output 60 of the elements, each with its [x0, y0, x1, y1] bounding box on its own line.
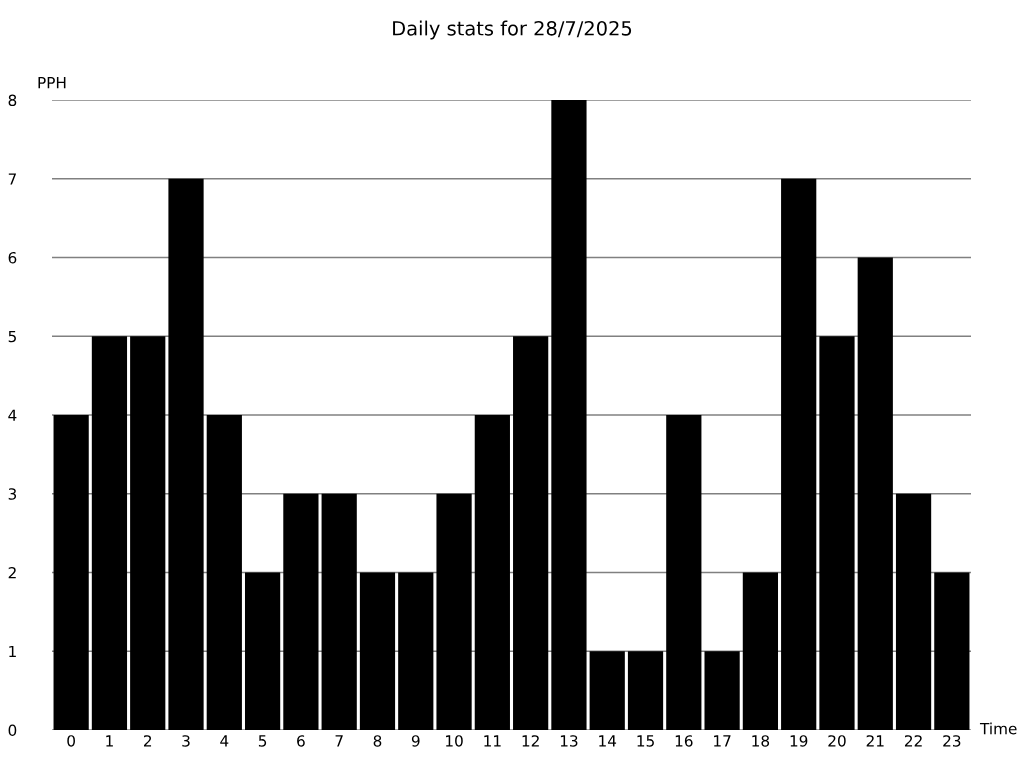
bar	[168, 178, 204, 730]
bar	[436, 493, 472, 730]
bar	[704, 651, 740, 730]
bar	[283, 493, 319, 730]
y-tick-label: 8	[8, 94, 17, 107]
y-tick-label: 1	[9, 645, 16, 658]
x-tick-label: 2	[143, 735, 152, 747]
chart-title: Daily stats for 28/7/2025	[393, 20, 632, 40]
x-tick-label: 1	[106, 735, 113, 747]
bar	[53, 415, 89, 730]
x-tick-label: 5	[258, 735, 267, 747]
bar	[398, 572, 434, 730]
x-tick-label: 22	[904, 735, 922, 747]
x-tick-label: 0	[67, 735, 75, 747]
bar	[589, 651, 625, 730]
bar	[91, 336, 128, 730]
y-tick-label: 6	[8, 251, 17, 264]
bar	[895, 493, 932, 730]
x-tick-label: 20	[828, 735, 846, 747]
x-tick-label: 16	[675, 735, 693, 747]
x-tick-label: 10	[446, 735, 463, 747]
x-tick-label: 11	[484, 735, 501, 747]
x-tick-label: 3	[182, 735, 190, 747]
y-tick-label: 3	[8, 488, 17, 500]
bar	[934, 572, 970, 730]
x-tick-label: 6	[297, 735, 305, 747]
x-tick-label: 4	[220, 735, 229, 747]
x-tick-label: 21	[866, 735, 884, 747]
bar	[130, 336, 166, 730]
bar	[627, 651, 664, 730]
bar	[857, 257, 893, 730]
x-tick-label: 14	[599, 735, 617, 747]
bar	[321, 493, 357, 730]
bar	[474, 415, 510, 730]
x-tick-label: 19	[790, 735, 808, 747]
x-tick-label: 12	[522, 735, 539, 747]
x-tick-label: 8	[373, 735, 382, 747]
y-tick-label: 5	[8, 330, 16, 343]
y-tick-label: 4	[8, 409, 17, 421]
x-axis-title: Time	[979, 722, 1017, 735]
bar	[244, 572, 281, 730]
y-tick-label: 7	[8, 173, 16, 185]
x-tick-label: 7	[335, 735, 343, 747]
bar	[666, 415, 702, 730]
bar	[359, 572, 396, 730]
bar	[781, 178, 817, 730]
x-tick-label: 15	[637, 735, 654, 747]
y-tick-label: 0	[8, 724, 17, 737]
x-tick-label: 17	[714, 735, 731, 747]
bar	[206, 415, 242, 730]
x-tick-label: 23	[943, 735, 961, 747]
x-tick-label: 9	[411, 735, 420, 747]
x-tick-label: 18	[752, 735, 770, 747]
bar	[819, 336, 855, 730]
bar	[551, 100, 587, 730]
y-axis-title: PPH	[38, 77, 66, 89]
x-tick-label: 13	[560, 735, 578, 747]
bar	[513, 336, 549, 730]
bar	[742, 572, 779, 730]
y-tick-label: 2	[8, 566, 16, 579]
